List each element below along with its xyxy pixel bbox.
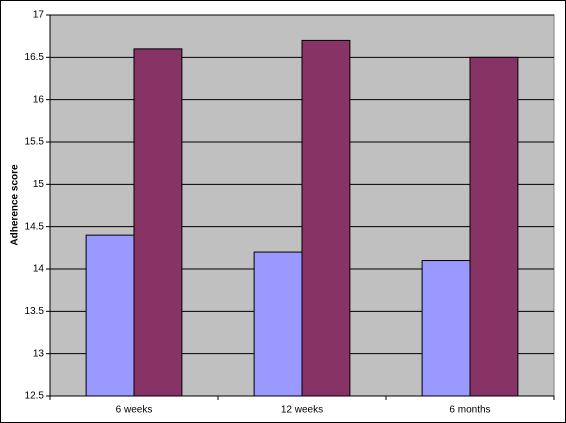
- bar: [469, 56, 519, 397]
- y-tick-label: 17: [33, 10, 45, 21]
- y-tick-label: 15.5: [25, 137, 45, 148]
- y-tick-label: 12.5: [25, 391, 45, 402]
- x-tick-label: 6 months: [449, 405, 490, 416]
- y-tick-label: 14: [33, 264, 45, 275]
- y-tick-label: 16: [33, 94, 45, 105]
- y-tick-label: 16.5: [25, 52, 45, 63]
- bar: [85, 234, 135, 397]
- y-tick-label: 13.5: [25, 306, 45, 317]
- bar: [253, 251, 303, 397]
- bar: [133, 48, 183, 397]
- y-tick-label: 13: [33, 348, 45, 359]
- y-axis-label: Adherence score: [10, 164, 21, 246]
- x-tick-label: 12 weeks: [281, 405, 323, 416]
- y-tick-label: 14.5: [25, 221, 45, 232]
- x-tick-label: 6 weeks: [116, 405, 153, 416]
- bar: [301, 39, 351, 397]
- bar: [421, 260, 471, 397]
- y-tick-label: 15: [33, 179, 45, 190]
